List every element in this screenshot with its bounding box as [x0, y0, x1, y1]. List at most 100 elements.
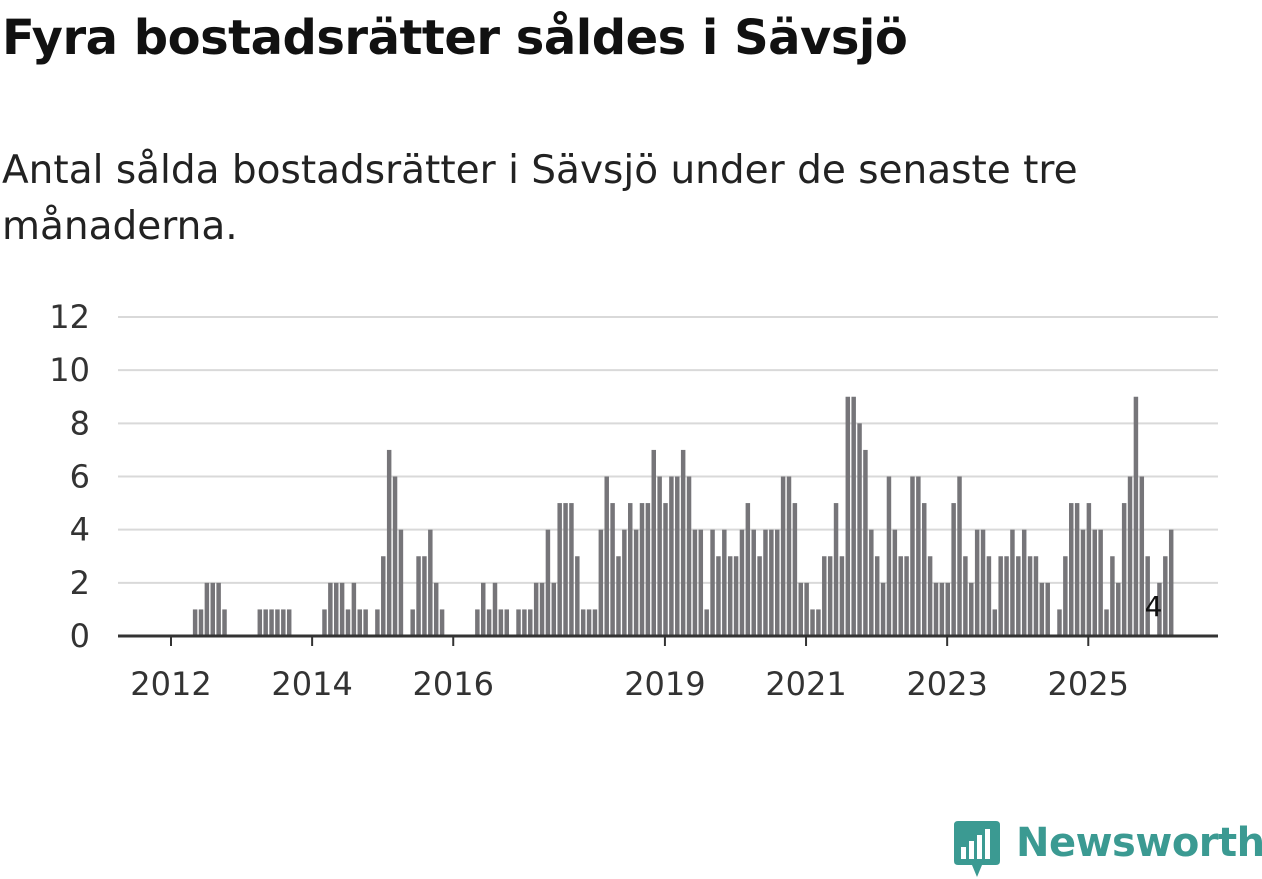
- y-tick-label: 8: [70, 404, 90, 442]
- bar: [551, 582, 557, 636]
- bar: [498, 609, 504, 636]
- bar: [569, 503, 574, 636]
- brand-name: Newsworthy: [1016, 820, 1262, 866]
- bar: [874, 556, 880, 636]
- data-label-latest: 4: [1145, 590, 1163, 623]
- bar: [428, 529, 433, 636]
- bar: [622, 529, 627, 636]
- bar: [698, 529, 704, 636]
- bar: [592, 609, 598, 636]
- bar: [1145, 556, 1150, 636]
- bar: [780, 476, 786, 636]
- bar: [692, 529, 698, 636]
- bar: [210, 582, 215, 636]
- bar: [275, 609, 280, 636]
- x-tick-label: 2021: [765, 665, 846, 703]
- bar: [216, 582, 221, 636]
- x-axis-labels: 2012 2014 2016 2019 2021 2023 2025: [130, 665, 1129, 703]
- bar: [351, 582, 357, 636]
- bar: [504, 609, 509, 636]
- bar: [533, 582, 539, 636]
- bar: [1110, 556, 1115, 636]
- y-axis-labels: 0 2 4 6 8 10 12: [49, 298, 90, 655]
- bar: [481, 582, 486, 636]
- x-tick-label: 2014: [271, 665, 352, 703]
- x-axis: [118, 634, 1218, 646]
- bar: [869, 529, 874, 636]
- x-tick-label: 2023: [906, 665, 987, 703]
- bar: [616, 556, 621, 636]
- bar: [410, 609, 415, 636]
- bar: [386, 449, 392, 636]
- y-tick-label: 2: [70, 564, 90, 602]
- bar: [580, 609, 586, 636]
- bar: [422, 556, 427, 636]
- chart-subtitle: Antal sålda bostadsrätter i Sävsjö under…: [2, 148, 1078, 249]
- bar: [1139, 476, 1145, 636]
- bar: [1157, 582, 1162, 636]
- bar: [322, 609, 327, 636]
- bar: [751, 529, 756, 636]
- bar: [822, 556, 827, 636]
- x-tick-label: 2012: [130, 665, 211, 703]
- bar: [486, 609, 492, 636]
- bar: [1163, 556, 1168, 636]
- bar: [680, 449, 686, 636]
- bar: [916, 476, 921, 636]
- bar: [704, 609, 709, 636]
- bar: [898, 556, 903, 636]
- bar: [963, 556, 968, 636]
- y-tick-label: 6: [70, 458, 90, 496]
- bar: [1039, 582, 1045, 636]
- bar: [1127, 476, 1133, 636]
- bar: [392, 476, 398, 636]
- bar: [1069, 503, 1074, 636]
- bar: [857, 423, 862, 636]
- y-tick-label: 10: [49, 351, 90, 389]
- bar: [986, 556, 992, 636]
- bar: [281, 609, 286, 636]
- bar: [1116, 582, 1121, 636]
- bar: [192, 609, 198, 636]
- bar: [1027, 556, 1033, 636]
- bar: [263, 609, 268, 636]
- bar: [539, 582, 545, 636]
- bar: [939, 582, 945, 636]
- x-tick-label: 2016: [413, 665, 494, 703]
- bar: [663, 503, 668, 636]
- bar: [545, 529, 551, 636]
- bar: [1021, 529, 1027, 636]
- bar: [604, 476, 609, 636]
- chart-title: Fyra bostadsrätter såldes i Sävsjö: [2, 10, 908, 66]
- bar: [610, 503, 615, 636]
- bar: [651, 449, 656, 636]
- bar: [675, 476, 680, 636]
- bar: [945, 582, 950, 636]
- bar: [492, 582, 498, 636]
- bar: [598, 529, 604, 636]
- bar: [381, 556, 386, 636]
- bars: [192, 396, 1174, 636]
- bar: [339, 582, 345, 636]
- bar: [922, 503, 927, 636]
- bar: [204, 582, 210, 636]
- bar: [957, 476, 962, 636]
- bar: [328, 582, 333, 636]
- bar: [586, 609, 592, 636]
- bar: [863, 449, 868, 636]
- bar: [1121, 503, 1127, 636]
- bar: [633, 529, 639, 636]
- newsworthy-logo: Newsworthy: [950, 818, 1262, 878]
- bar: [1016, 556, 1021, 636]
- bar: [786, 476, 792, 636]
- bar: [198, 609, 204, 636]
- bar: [833, 503, 839, 636]
- bar: [363, 609, 368, 636]
- bar: [710, 529, 715, 636]
- newsworthy-logo-icon: [954, 821, 1000, 877]
- bar: [722, 529, 727, 636]
- annotations: 4: [1145, 590, 1163, 623]
- bar: [763, 529, 768, 636]
- bar: [257, 609, 263, 636]
- x-tick-label: 2019: [624, 665, 705, 703]
